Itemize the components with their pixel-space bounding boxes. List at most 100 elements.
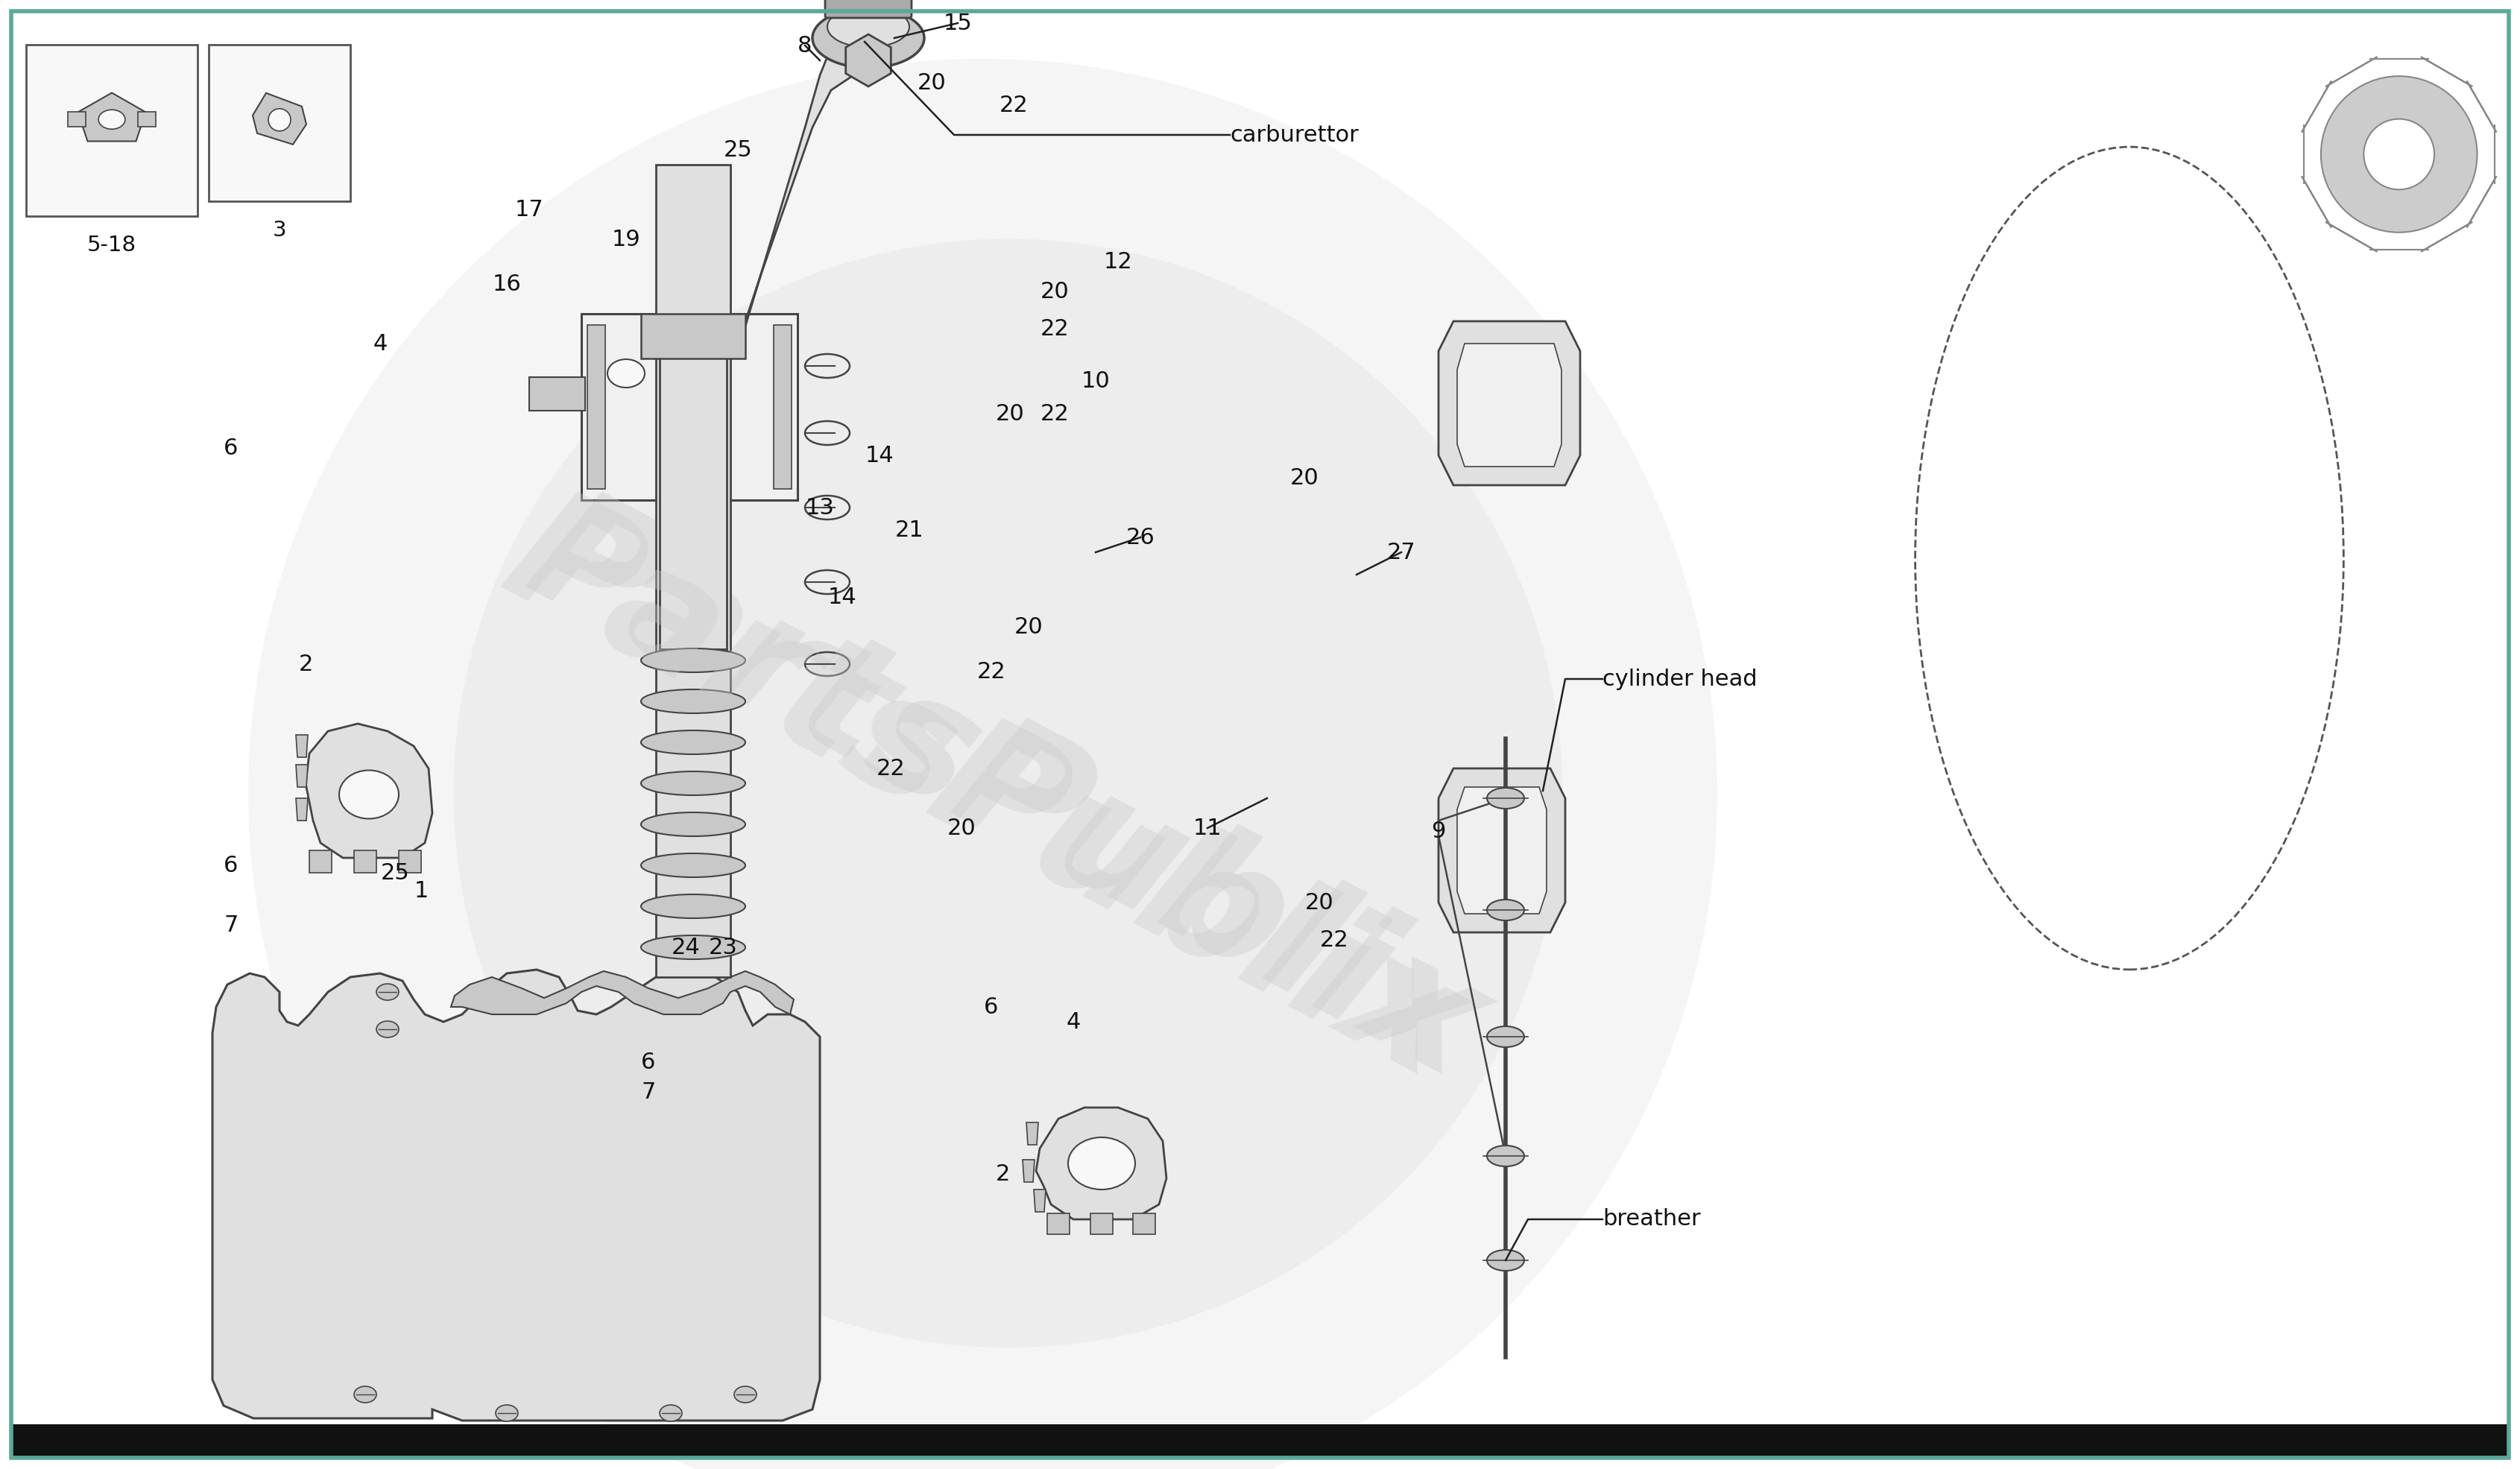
Text: 23: 23: [708, 936, 738, 958]
Polygon shape: [2422, 222, 2472, 251]
Ellipse shape: [640, 648, 746, 673]
Ellipse shape: [811, 9, 925, 68]
Ellipse shape: [1487, 1027, 1525, 1047]
Polygon shape: [1457, 787, 1547, 914]
Text: 13: 13: [806, 497, 834, 519]
Text: carburettor: carburettor: [1230, 123, 1358, 145]
Bar: [529, 378, 585, 411]
Ellipse shape: [1487, 899, 1525, 921]
Polygon shape: [295, 765, 307, 787]
Text: 11: 11: [1192, 817, 1222, 839]
Ellipse shape: [827, 6, 910, 47]
Text: 20: 20: [1290, 467, 1318, 489]
Bar: [353, 851, 375, 873]
Text: 17: 17: [514, 198, 544, 220]
Bar: [398, 851, 421, 873]
Text: 22: 22: [1320, 928, 1348, 950]
Bar: [660, 351, 726, 649]
Ellipse shape: [375, 984, 398, 1000]
Polygon shape: [2467, 176, 2497, 228]
Polygon shape: [451, 971, 794, 1015]
Text: 6: 6: [224, 855, 239, 876]
Ellipse shape: [340, 770, 398, 818]
Text: 20: 20: [1013, 616, 1043, 638]
Text: 21: 21: [895, 519, 925, 541]
Bar: [655, 165, 731, 977]
Text: 7: 7: [224, 914, 239, 936]
Polygon shape: [847, 34, 892, 87]
Text: 19: 19: [612, 229, 640, 250]
Bar: [310, 851, 333, 873]
Ellipse shape: [1487, 1146, 1525, 1166]
Ellipse shape: [640, 771, 746, 795]
Ellipse shape: [607, 360, 645, 388]
Bar: [25, 44, 197, 216]
Text: 5-18: 5-18: [88, 235, 136, 256]
Polygon shape: [648, 31, 887, 351]
Text: 6: 6: [640, 1052, 655, 1074]
Text: 10: 10: [1081, 370, 1111, 392]
Text: 2: 2: [297, 654, 312, 674]
Text: 20: 20: [1041, 281, 1068, 303]
Ellipse shape: [353, 1387, 375, 1403]
Polygon shape: [1036, 1108, 1167, 1219]
Bar: [10, 1425, 2510, 1457]
Polygon shape: [1439, 322, 1580, 485]
Text: 25: 25: [723, 140, 753, 160]
Bar: [68, 112, 86, 126]
Circle shape: [2321, 76, 2477, 232]
Text: 15: 15: [942, 12, 973, 34]
Text: 20: 20: [995, 404, 1023, 425]
Ellipse shape: [1487, 1250, 1525, 1271]
Polygon shape: [1026, 1122, 1038, 1144]
Circle shape: [249, 59, 1716, 1469]
Text: 4: 4: [1066, 1011, 1081, 1033]
Bar: [139, 112, 156, 126]
Text: 22: 22: [1041, 404, 1068, 425]
Text: 6: 6: [985, 996, 998, 1018]
Text: 20: 20: [917, 72, 945, 94]
Text: 14: 14: [864, 445, 895, 466]
Polygon shape: [2301, 81, 2331, 132]
Ellipse shape: [1068, 1137, 1134, 1190]
Ellipse shape: [660, 1404, 683, 1422]
Text: 1: 1: [413, 880, 428, 902]
Polygon shape: [2467, 81, 2497, 132]
Polygon shape: [2422, 57, 2472, 87]
Ellipse shape: [1487, 787, 1525, 808]
Text: PartsPublix: PartsPublix: [504, 476, 1512, 1111]
Bar: [582, 314, 796, 499]
Polygon shape: [295, 734, 307, 757]
Ellipse shape: [640, 895, 746, 918]
Text: 16: 16: [491, 273, 522, 295]
Text: 6: 6: [224, 438, 239, 458]
Text: PartsPublix: PartsPublix: [479, 476, 1487, 1111]
Text: 25: 25: [381, 862, 408, 883]
Ellipse shape: [640, 730, 746, 754]
Bar: [640, 314, 746, 358]
Ellipse shape: [640, 853, 746, 877]
Text: 12: 12: [1104, 251, 1131, 272]
Text: 22: 22: [1000, 94, 1028, 116]
Polygon shape: [2301, 176, 2331, 228]
Ellipse shape: [496, 1404, 519, 1422]
Ellipse shape: [640, 689, 746, 714]
Circle shape: [454, 239, 1562, 1347]
Bar: [1091, 1213, 1114, 1234]
FancyBboxPatch shape: [824, 0, 912, 18]
Polygon shape: [1033, 1190, 1046, 1212]
Ellipse shape: [640, 936, 746, 959]
Polygon shape: [1457, 344, 1562, 467]
Polygon shape: [1439, 768, 1565, 933]
Ellipse shape: [375, 1021, 398, 1037]
Polygon shape: [252, 93, 307, 144]
Circle shape: [2364, 119, 2434, 190]
Polygon shape: [305, 724, 433, 858]
Text: 3: 3: [272, 220, 287, 241]
Text: 22: 22: [1041, 317, 1068, 339]
Text: 20: 20: [948, 817, 975, 839]
Text: 27: 27: [1386, 542, 1416, 563]
Bar: [209, 44, 350, 201]
Text: 14: 14: [827, 586, 857, 608]
Polygon shape: [2326, 222, 2376, 251]
